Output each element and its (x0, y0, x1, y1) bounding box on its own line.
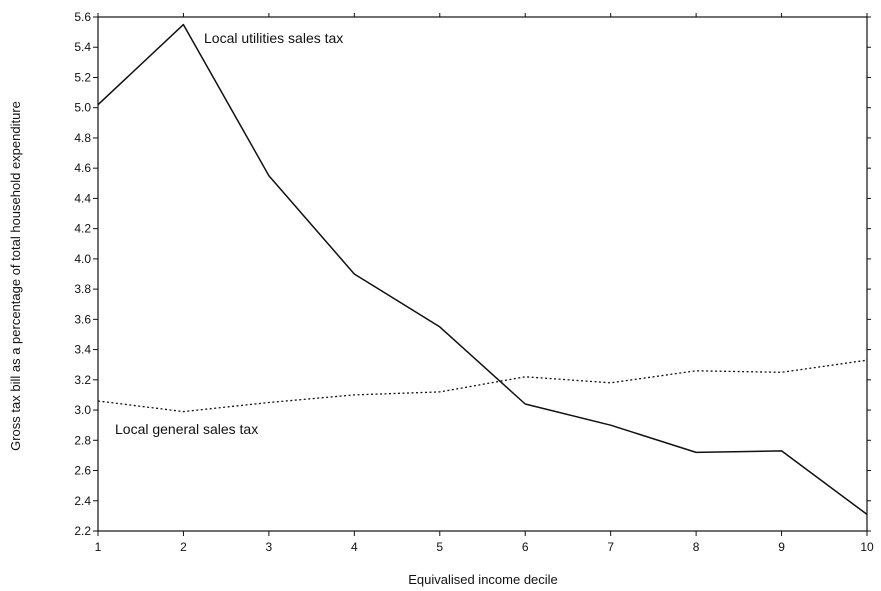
y-tick-label: 4.2 (74, 222, 91, 236)
y-tick-label: 4.0 (74, 252, 91, 266)
x-tick-label: 9 (778, 540, 785, 554)
data-point-local-utilities-sales-tax (781, 450, 783, 452)
x-tick-label: 3 (266, 540, 273, 554)
data-point-local-utilities-sales-tax (439, 326, 441, 328)
x-tick-label: 6 (522, 540, 529, 554)
y-tick-label: 3.0 (74, 403, 91, 417)
y-tick-label: 4.6 (74, 161, 91, 175)
x-tick-label: 8 (693, 540, 700, 554)
series-line-local-utilities-sales-tax (97, 23, 868, 516)
y-tick-label: 3.4 (74, 343, 91, 357)
data-point-local-general-sales-tax (439, 391, 441, 393)
data-point-local-general-sales-tax (866, 359, 868, 361)
plot-area: 2.2 2.4 2.6 2.8 3.0 3.2 3.4 3.6 3.8 4.0 4.2 4.4 4.6 4… (74, 10, 874, 554)
y-tick-label: 5.4 (74, 40, 91, 54)
data-point-local-general-sales-tax (97, 400, 99, 402)
data-point-local-general-sales-tax (183, 411, 185, 413)
data-point-local-utilities-sales-tax (610, 424, 612, 426)
y-tick-label: 5.6 (74, 10, 91, 24)
y-tick-label: 2.2 (74, 524, 91, 538)
data-point-local-utilities-sales-tax (97, 104, 99, 106)
y-tick-label: 5.0 (74, 101, 91, 115)
x-tick-label: 1 (95, 540, 102, 554)
annotation-local-general-sales-tax: Local general sales tax (115, 421, 258, 437)
x-tick-label: 7 (607, 540, 614, 554)
y-tick-label: 3.8 (74, 282, 91, 296)
x-tick-label: 2 (180, 540, 187, 554)
y-tick-label: 5.2 (74, 70, 91, 84)
y-tick-label: 2.4 (74, 494, 91, 508)
data-point-local-general-sales-tax (524, 376, 526, 378)
y-tick-label: 4.4 (74, 191, 91, 205)
series-line-local-general-sales-tax (97, 359, 868, 413)
x-tick-label: 4 (351, 540, 358, 554)
data-point-local-general-sales-tax (781, 371, 783, 373)
data-point-local-utilities-sales-tax (524, 403, 526, 405)
data-point-local-utilities-sales-tax (695, 451, 697, 453)
data-point-local-general-sales-tax (610, 382, 612, 384)
y-tick-label: 2.6 (74, 464, 91, 478)
data-point-local-general-sales-tax (353, 394, 355, 396)
y-tick-label: 4.8 (74, 131, 91, 145)
x-tick-label: 5 (436, 540, 443, 554)
y-tick-label: 2.8 (74, 433, 91, 447)
data-point-local-utilities-sales-tax (183, 24, 185, 26)
data-point-local-utilities-sales-tax (866, 513, 868, 515)
data-point-local-utilities-sales-tax (353, 273, 355, 275)
x-tick-label: 10 (860, 540, 874, 554)
y-tick-label: 3.2 (74, 373, 91, 387)
data-point-local-general-sales-tax (268, 402, 270, 404)
annotation-local-utilities-sales-tax: Local utilities sales tax (204, 30, 343, 46)
x-axis-label: Equivalised income decile (408, 572, 558, 587)
data-point-local-utilities-sales-tax (268, 175, 270, 177)
plot-frame (97, 16, 868, 532)
data-point-local-general-sales-tax (695, 370, 697, 372)
y-axis-label: Gross tax bill as a percentage of total … (8, 101, 23, 451)
y-tick-label: 3.6 (74, 312, 91, 326)
